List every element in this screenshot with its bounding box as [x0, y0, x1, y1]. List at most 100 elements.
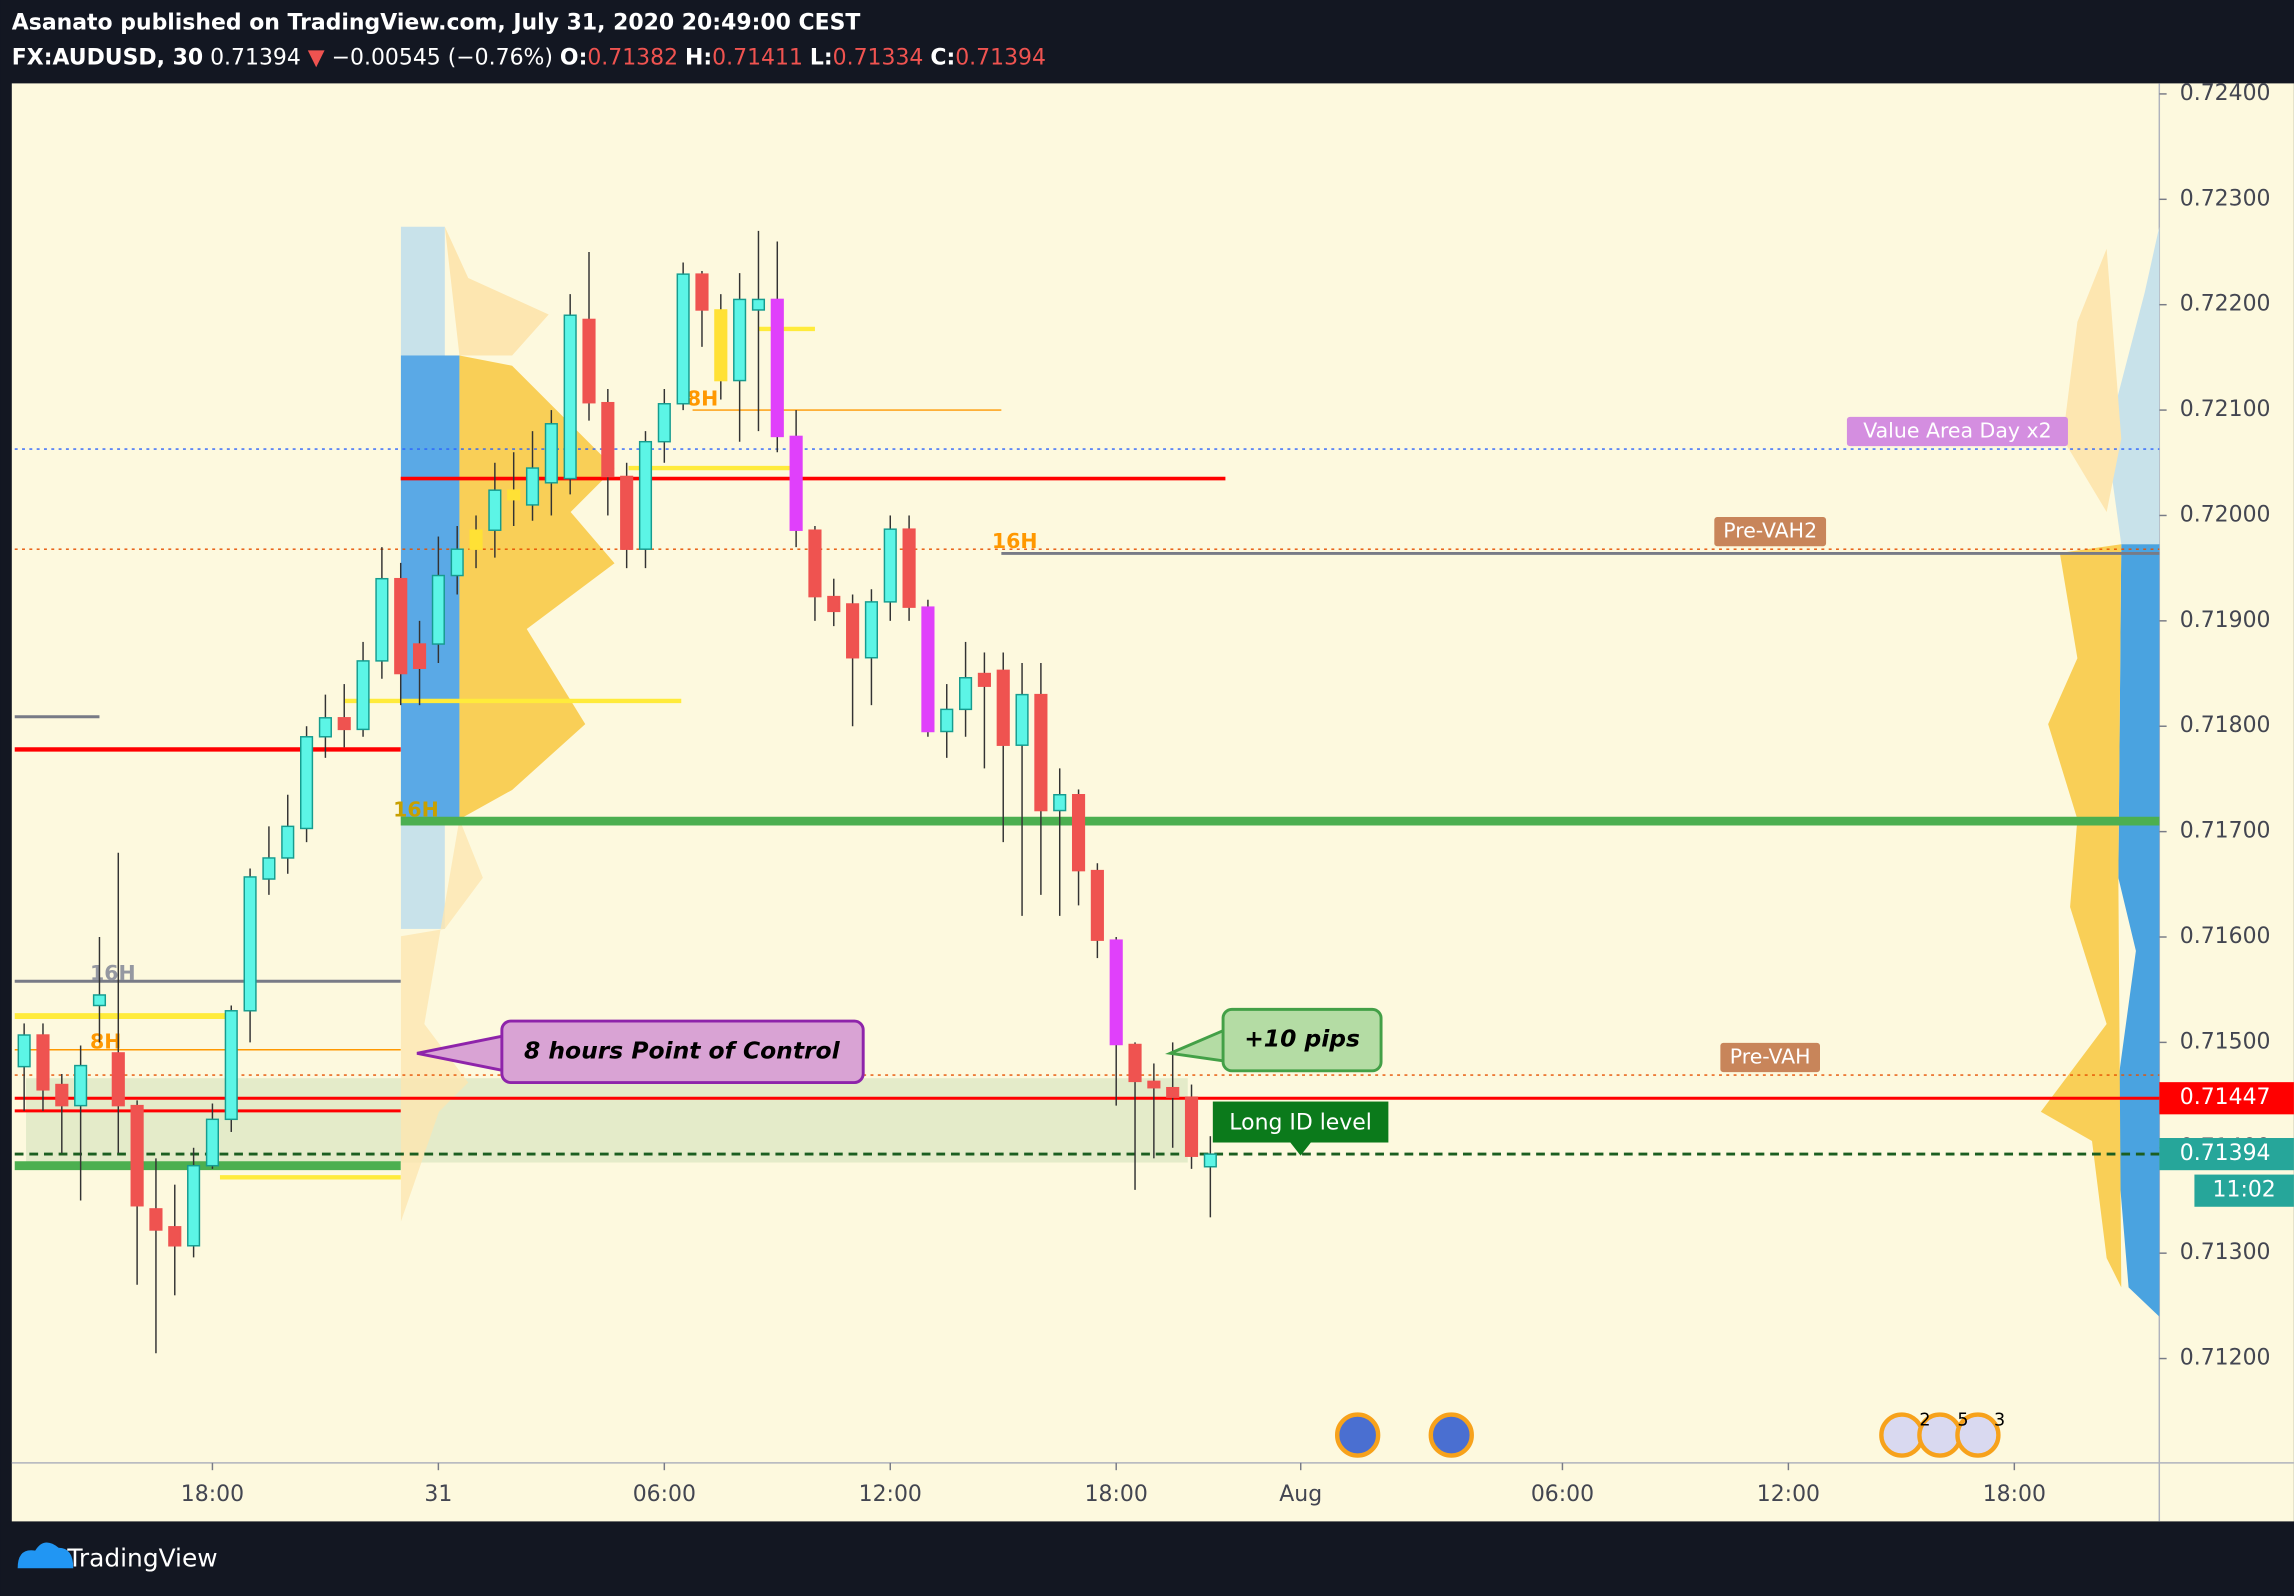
- candle-body: [563, 314, 577, 480]
- candle-body: [111, 1052, 125, 1107]
- level-label-box: [1714, 517, 1827, 547]
- price-label-box: [2159, 1082, 2294, 1115]
- level-label-box: [1846, 416, 2068, 447]
- candle-body: [582, 318, 596, 404]
- candle-body: [356, 660, 370, 731]
- candle-body: [751, 298, 766, 311]
- candle-body: [940, 708, 954, 733]
- candle-body: [92, 994, 107, 1007]
- y-tick-label: 0.72300: [2180, 186, 2271, 211]
- callout-box: [1221, 1007, 1383, 1073]
- candle-body: [375, 577, 389, 662]
- candle-body: [262, 857, 276, 880]
- candle-body: [620, 475, 634, 550]
- candle-body: [130, 1104, 144, 1207]
- candle-body: [1034, 693, 1048, 812]
- x-tick-label: 18:00: [181, 1482, 244, 1507]
- candle-body: [1128, 1043, 1142, 1083]
- ohlc-value: 0.71394: [955, 46, 1046, 71]
- right-profile-upper-hist: [2062, 248, 2122, 513]
- price-label: 0.71394: [2180, 1141, 2271, 1166]
- candle-body: [469, 529, 483, 550]
- level-label: Pre-VAH: [1730, 1045, 1811, 1069]
- event-icon: [1879, 1412, 1925, 1458]
- right-profile-histogram: [2040, 544, 2122, 1288]
- change: −0.00545 (−0.76%): [332, 46, 553, 71]
- symbol-line: FX:AUDUSD, 30 0.71394 ▼ −0.00545 (−0.76%…: [12, 46, 1046, 71]
- candle-body: [149, 1208, 163, 1231]
- candle-body: [300, 736, 314, 830]
- profile-upper: [444, 226, 549, 356]
- candle-body: [1147, 1080, 1161, 1089]
- candle-body: [17, 1034, 31, 1068]
- candle-body: [394, 577, 408, 675]
- ohlc-label: H:: [685, 46, 712, 71]
- ohlc-value: 0.71334: [833, 46, 924, 71]
- last-price: 0.71394: [210, 46, 301, 71]
- y-tick-label: 0.71800: [2180, 713, 2271, 738]
- candle-body: [1203, 1153, 1217, 1168]
- ohlc-value: 0.71382: [587, 46, 678, 71]
- candle-body: [507, 489, 521, 501]
- period-tag: 16H: [90, 961, 136, 985]
- y-tick-label: 0.71700: [2180, 819, 2271, 844]
- candle-body: [281, 825, 295, 859]
- symbol: FX:AUDUSD, 30: [12, 46, 203, 71]
- callout-text: 8 hours Point of Control: [524, 1036, 841, 1064]
- candle-body: [695, 273, 709, 311]
- countdown-box: [2194, 1174, 2294, 1207]
- candle-body: [243, 876, 257, 1012]
- brand: TradingView: [66, 1543, 217, 1572]
- candle-body: [1053, 794, 1067, 812]
- candle-body: [525, 467, 540, 506]
- ohlc-label: O:: [560, 46, 587, 71]
- price-label: 0.71447: [2180, 1085, 2271, 1110]
- candle-body: [205, 1118, 220, 1167]
- candle-body: [1090, 869, 1104, 941]
- candle-body: [657, 403, 671, 443]
- candle-body: [996, 669, 1010, 746]
- candle-body: [450, 548, 464, 577]
- candle-body: [808, 529, 822, 598]
- countdown: 11:02: [2213, 1178, 2276, 1203]
- period-tag: 16H: [992, 529, 1038, 553]
- tag-pointer: [1290, 1142, 1311, 1156]
- x-tick-label: 31: [424, 1482, 452, 1507]
- y-tick-label: 0.71500: [2180, 1029, 2271, 1054]
- profile-value-area: [400, 355, 460, 820]
- byline-text: Asanato published on TradingView.com, Ju…: [12, 10, 861, 35]
- event-icon: [1955, 1412, 2001, 1458]
- candle-body: [55, 1083, 69, 1107]
- ohlc-label: C:: [930, 46, 955, 71]
- candle-body: [827, 595, 841, 613]
- candle-body: [959, 677, 973, 711]
- period-tag: 8H: [687, 387, 718, 411]
- y-tick-label: 0.71300: [2180, 1240, 2271, 1265]
- candle-body: [544, 423, 558, 484]
- logo: [17, 1542, 74, 1569]
- candle-body: [733, 298, 747, 382]
- candle-body: [431, 574, 445, 645]
- x-tick-label: Aug: [1279, 1482, 1322, 1507]
- candle-body: [1071, 794, 1086, 872]
- event-count: 3: [1994, 1410, 2005, 1430]
- candle-body: [714, 309, 728, 382]
- candle-body: [36, 1034, 50, 1091]
- chart-panel: [11, 83, 2294, 1522]
- callout-box: [500, 1019, 865, 1084]
- tag-box: [1212, 1101, 1389, 1143]
- y-tick-label: 0.72100: [2180, 397, 2271, 422]
- candle-body: [168, 1226, 182, 1247]
- zone: [26, 1078, 1188, 1163]
- y-tick-label: 0.71900: [2180, 608, 2271, 633]
- candle-body: [770, 298, 784, 438]
- candle-body: [1109, 939, 1123, 1046]
- y-tick-label: 0.71200: [2180, 1346, 2271, 1371]
- tag-text: Long ID level: [1229, 1110, 1372, 1135]
- event-count: 5: [1957, 1410, 1968, 1430]
- candle-body: [921, 606, 935, 733]
- right-profile-upper: [2106, 226, 2160, 545]
- candle-body: [789, 435, 803, 531]
- event-count: 2: [1919, 1410, 1930, 1430]
